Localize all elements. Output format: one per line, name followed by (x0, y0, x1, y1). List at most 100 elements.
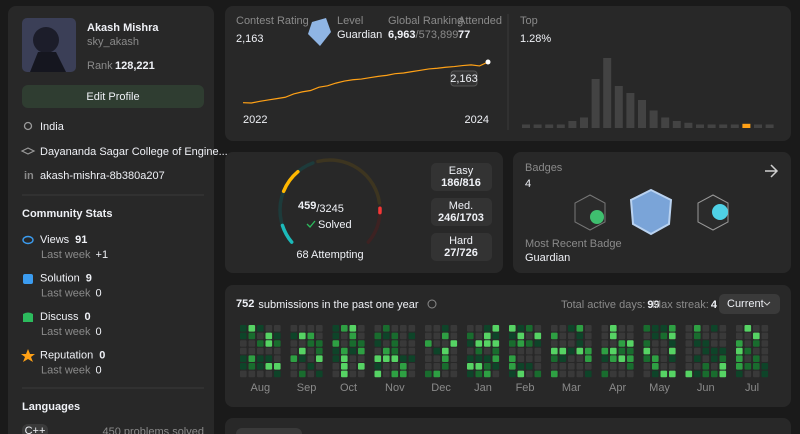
heatmap-cell (694, 340, 701, 347)
heatmap-cell (517, 332, 525, 340)
heatmap-cell (358, 332, 365, 340)
heatmap-cell (736, 355, 743, 362)
heatmap-cell (526, 340, 533, 347)
heatmap-cell (450, 355, 458, 362)
heatmap-cell (618, 325, 626, 332)
heatmap-cell (585, 332, 592, 340)
heatmap-cell (585, 347, 592, 355)
difficulty-value: 27/726 (444, 247, 478, 259)
heatmap-cell (374, 355, 382, 362)
heatmap-cell (585, 340, 592, 347)
distribution-bar (742, 123, 751, 128)
heatmap-cell (332, 370, 340, 378)
heatmap-cell (358, 347, 365, 355)
heatmap-cell (509, 355, 516, 362)
distribution-bar (638, 100, 646, 128)
heatmap-cell (475, 355, 483, 362)
difficulty-name: Easy (449, 165, 474, 177)
heatmap-cell (652, 370, 659, 378)
heatmap-cell (290, 370, 298, 378)
location-icon (23, 121, 33, 131)
month-label: Feb (516, 382, 535, 394)
attended-label: Attended (458, 15, 502, 27)
heatmap-cell (551, 332, 558, 340)
heatmap-cell (257, 347, 264, 355)
heatmap-cell (694, 325, 701, 332)
discuss-icon (23, 312, 33, 322)
heatmap-cell (753, 332, 760, 340)
heatmap-cell (568, 325, 575, 332)
heatmap-cell (467, 325, 474, 332)
heatmap-cell (425, 355, 432, 362)
recent-badge-label: Most Recent Badge (525, 238, 622, 250)
heatmap-cell (299, 347, 306, 355)
heatmap-cell (400, 355, 407, 362)
difficulty-box (431, 163, 492, 191)
badges-arrow[interactable] (765, 164, 779, 178)
heatmap-cell (601, 332, 609, 340)
heatmap-cell (240, 370, 247, 378)
heatmap-cell (711, 370, 718, 378)
distribution-bar (614, 86, 623, 128)
distribution-bar (580, 117, 588, 128)
avatar-detail (33, 27, 59, 53)
profile-panel (8, 6, 214, 434)
heatmap-cell (257, 325, 264, 332)
heatmap-cell (484, 355, 491, 362)
badge-icon-detail (712, 204, 728, 220)
language-chip (22, 424, 48, 434)
heatmap-cell (711, 363, 718, 370)
heatmap-cell (240, 340, 247, 347)
school-icon (20, 147, 36, 155)
heatmap-cell (316, 355, 323, 362)
heatmap-cell (551, 355, 558, 362)
period-dropdown[interactable] (719, 294, 780, 314)
stat-label: Discuss (40, 311, 79, 323)
heatmap-cell (383, 332, 390, 340)
heatmap-cell (425, 347, 432, 355)
badge-icon (629, 188, 673, 236)
heatmap-cell (534, 355, 542, 362)
heatmap-cell (467, 355, 474, 362)
heatmap-cell (450, 340, 458, 347)
heatmap-cell (568, 363, 575, 370)
stat-label: Solution (40, 272, 80, 284)
heatmap-cell (551, 363, 558, 370)
stat-sub-label: Last week (41, 287, 91, 299)
heatmap-cell (627, 325, 634, 332)
info-icon (427, 299, 437, 309)
avatar-detail (30, 52, 66, 72)
month-label: Jun (697, 382, 715, 394)
heatmap-cell (660, 325, 668, 332)
heatmap-cell (400, 332, 407, 340)
top: 1.28% (520, 33, 551, 45)
heatmap-cell (290, 340, 298, 347)
username: sky_akash (87, 36, 139, 48)
heatmap-cell (568, 355, 575, 362)
heatmap-cell (509, 347, 516, 355)
heatmap-cell (517, 325, 525, 332)
heatmap-cell (559, 355, 567, 362)
ranking: 6,963 (388, 29, 416, 41)
distribution-bar (568, 121, 577, 128)
difficulty-box (431, 233, 492, 261)
heatmap-cell (711, 332, 718, 340)
edit-profile-button[interactable] (22, 85, 204, 108)
difficulty-value: 246/1703 (438, 212, 484, 224)
heatmap-cell (627, 370, 634, 378)
period-label[interactable]: Current (727, 298, 764, 310)
heatmap-cell (576, 363, 584, 370)
heatmap-cell (442, 370, 449, 378)
badges-title: Badges (525, 162, 563, 174)
heatmap-cell (736, 325, 743, 332)
heatmap-cell (400, 347, 407, 355)
heatmap-cell (425, 363, 432, 370)
heatmap-cell (307, 347, 315, 355)
heatmap-cell (719, 332, 727, 340)
heatmap-cell (702, 340, 710, 347)
max-streak: 4 (711, 299, 718, 311)
heatmap-cell (475, 370, 483, 378)
max-streak-label: Max streak: (652, 299, 709, 311)
heatmap-cell (383, 347, 390, 355)
heatmap-cell (702, 347, 710, 355)
